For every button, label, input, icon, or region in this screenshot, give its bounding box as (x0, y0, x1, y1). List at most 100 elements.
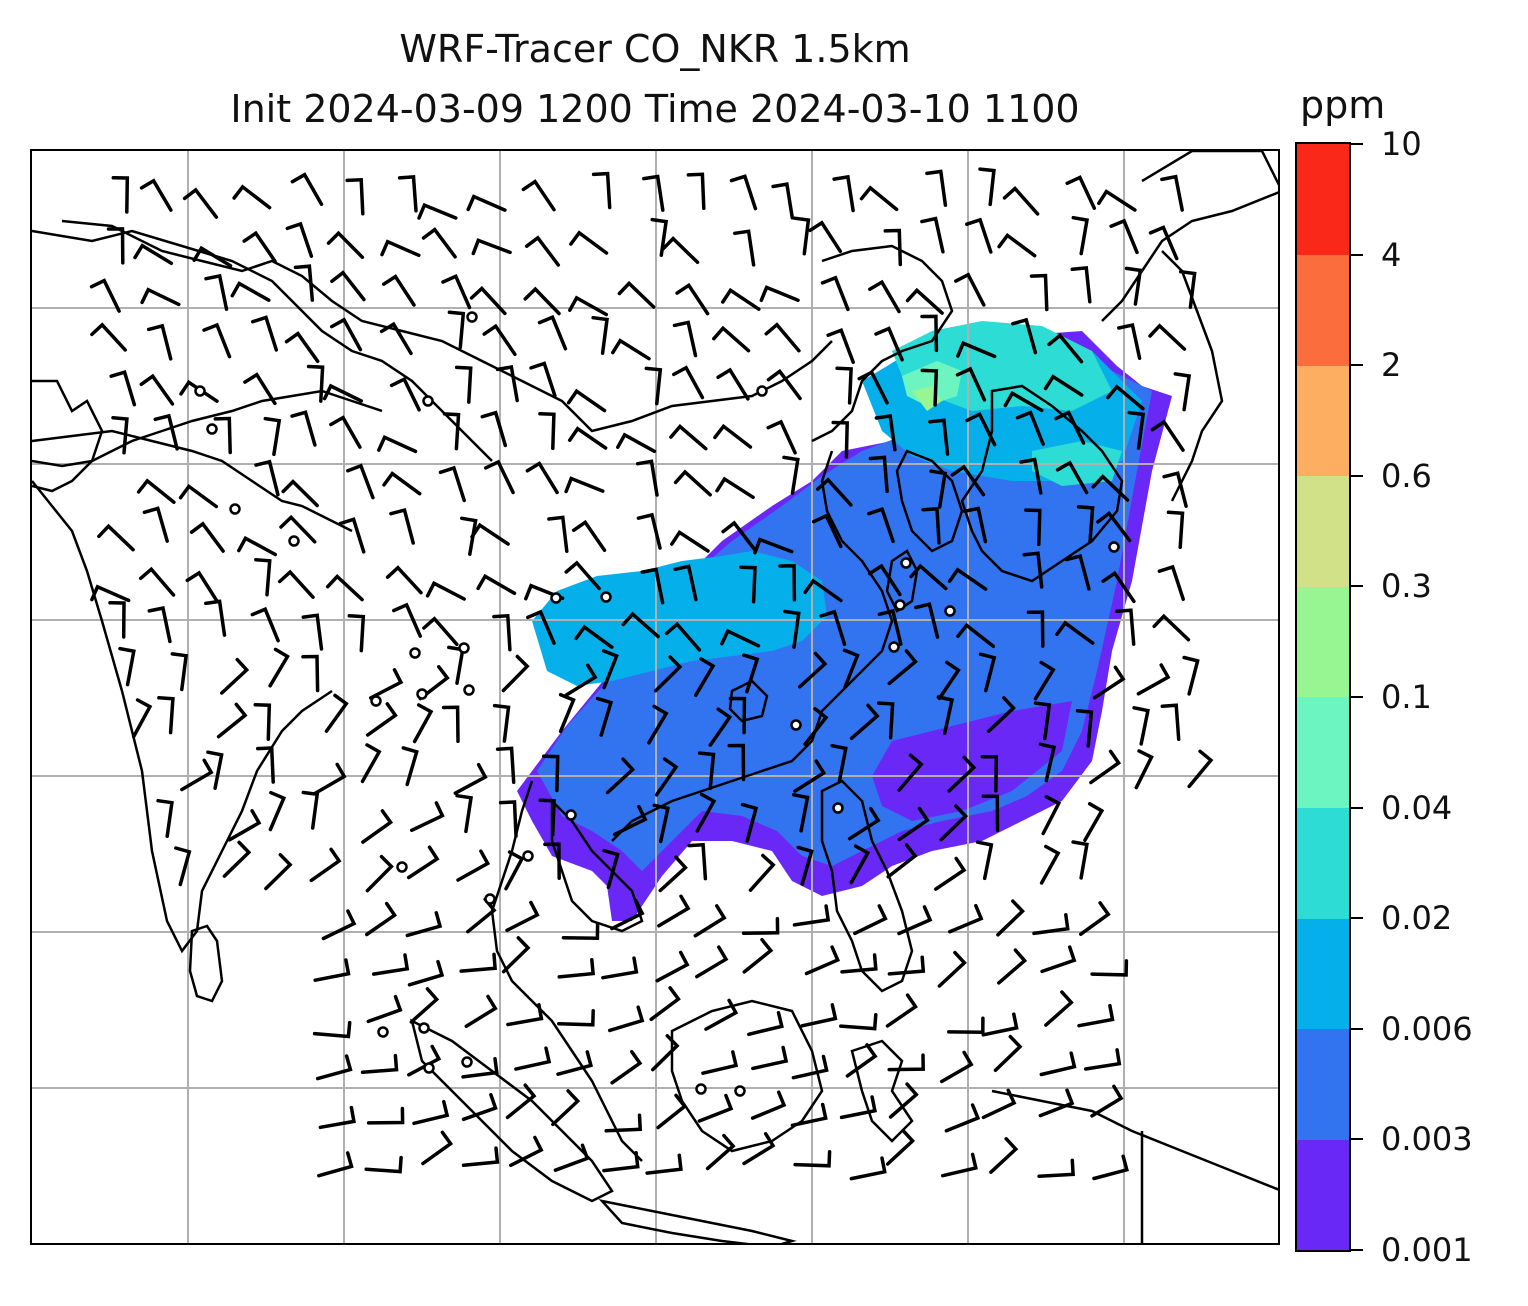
colorbar-tick-label: 0.003 (1381, 1120, 1473, 1159)
wind-barb (1178, 269, 1197, 309)
wind-barb (482, 323, 517, 357)
wind-barb (459, 952, 497, 973)
colorbar-tick (1351, 1249, 1363, 1251)
wind-barb (182, 187, 219, 219)
wind-barb (568, 295, 609, 317)
wind-barb (909, 563, 948, 591)
wind-barb (380, 239, 421, 258)
wind-barb (1166, 510, 1185, 549)
wind-barb (857, 370, 889, 405)
wind-barb (791, 793, 810, 833)
wind-barbs (89, 167, 1214, 1181)
wind-barb (704, 998, 739, 1031)
wind-barb (778, 564, 797, 602)
calm-wind-marker (1108, 541, 1120, 553)
wind-barb (492, 703, 511, 743)
wind-barb (574, 624, 614, 649)
wind-barb (610, 1049, 643, 1085)
wind-barb (920, 314, 939, 353)
wind-barb (1109, 218, 1139, 255)
wind-barb (509, 1135, 544, 1168)
wind-barb (360, 1053, 399, 1075)
wind-barb (1160, 174, 1184, 212)
wind-barb (379, 321, 413, 356)
wind-barb (285, 221, 314, 258)
wind-barb (655, 950, 690, 983)
wind-barb (1024, 508, 1042, 547)
wind-barb (803, 707, 829, 746)
wind-barb (808, 220, 843, 254)
calm-wind-marker (423, 1062, 435, 1074)
wind-barb (523, 286, 561, 316)
wind-barb (715, 476, 755, 500)
wind-barb (693, 657, 716, 698)
wind-barb (1033, 660, 1056, 701)
colorbar-segment (1297, 697, 1349, 809)
wind-barb (541, 754, 560, 793)
wind-barb (695, 792, 717, 833)
wind-barb (947, 1016, 985, 1034)
calm-wind-marker (463, 684, 475, 696)
wind-barb (975, 840, 994, 881)
wind-barb (456, 849, 491, 882)
calm-wind-marker (416, 688, 428, 700)
wind-barb (558, 692, 576, 734)
wind-barb (1038, 1088, 1075, 1118)
wind-barb (650, 217, 669, 257)
wind-barb (654, 757, 679, 797)
wind-barb (254, 557, 272, 597)
wind-barb (385, 565, 423, 595)
wind-barb (885, 1128, 916, 1166)
wind-barb (538, 798, 556, 837)
wind-barb (365, 854, 394, 893)
wind-barb (90, 322, 127, 352)
wind-barb (849, 703, 880, 741)
wind-barb (566, 388, 607, 413)
wind-barb (326, 230, 365, 260)
wind-barb (412, 703, 434, 744)
wind-barb (392, 602, 422, 638)
wind-barb (1132, 706, 1150, 746)
calm-wind-marker (370, 695, 382, 707)
wind-barb (1115, 608, 1136, 646)
wind-barb (407, 1044, 442, 1077)
wind-barb (981, 1012, 1019, 1037)
wind-barb (887, 1053, 925, 1072)
wind-barb (1071, 840, 1089, 880)
wind-barb (347, 614, 366, 653)
wind-barb (849, 1156, 887, 1181)
wind-barb (997, 232, 1037, 258)
wind-barb (800, 1003, 838, 1028)
wind-barb (602, 848, 620, 890)
wind-barb (1127, 410, 1146, 450)
wind-barb (670, 529, 710, 553)
colorbar-segment (1297, 1139, 1349, 1251)
wind-barb (425, 580, 466, 601)
wind-barb (1039, 1051, 1077, 1077)
wind-barb (874, 326, 904, 362)
wind-barb (675, 282, 710, 316)
wind-barb (325, 574, 364, 602)
wind-barb (1026, 610, 1045, 648)
wind-barb (441, 705, 460, 744)
wind-barb (1032, 913, 1070, 936)
wind-barb (853, 904, 888, 936)
wind-barb (885, 993, 918, 1028)
wind-barb (1124, 266, 1143, 306)
wind-barb (564, 560, 601, 591)
wind-barb (796, 845, 814, 886)
wind-barb (483, 459, 515, 495)
wind-barb (189, 521, 225, 553)
wind-barb (461, 1056, 499, 1079)
colorbar-tick (1351, 474, 1363, 477)
wind-barb (947, 567, 988, 591)
wind-barb (672, 320, 698, 358)
wind-barb (1044, 990, 1074, 1027)
wind-barb (381, 274, 416, 307)
wind-barb (947, 755, 977, 793)
wind-barb (525, 461, 559, 495)
wind-barb (708, 707, 733, 747)
wind-barb (610, 899, 645, 931)
wind-barb (407, 959, 445, 987)
wind-barb (1150, 419, 1185, 452)
